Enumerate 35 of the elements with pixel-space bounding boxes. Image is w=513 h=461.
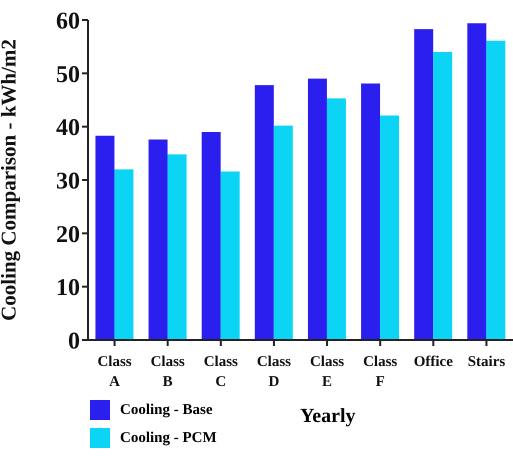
y-tick-label: 50 [56, 62, 80, 88]
bar [380, 115, 400, 340]
y-tick-label: 60 [56, 8, 80, 35]
bar [220, 171, 240, 340]
bar [414, 29, 434, 340]
bar [361, 83, 380, 340]
legend-label: Cooling - PCM [120, 430, 217, 446]
y-tick-label: 40 [56, 115, 80, 142]
x-tick-label: Class D [256, 354, 292, 390]
legend-label: Cooling - Base [120, 402, 213, 418]
x-axis-title: Yearly [300, 405, 356, 428]
x-tick-label: Class A [97, 354, 132, 390]
bar [114, 169, 134, 340]
bar [433, 52, 452, 340]
y-axis-title: Cooling Comparison - kWh/m2 [0, 39, 20, 321]
bar [274, 126, 293, 340]
x-tick-label: Class E [310, 354, 344, 390]
bar [486, 40, 506, 340]
bar [308, 78, 327, 340]
x-tick-label: Class B [150, 354, 185, 390]
y-tick-label: 0 [68, 328, 80, 355]
y-tick-label: 20 [56, 222, 80, 248]
x-tick-label: Class F [363, 354, 398, 390]
bar [95, 136, 114, 340]
y-tick-label: 30 [56, 168, 80, 195]
bar [168, 154, 187, 340]
bar [467, 23, 486, 340]
y-tick-label: 10 [56, 275, 80, 302]
x-tick-label: Class C [204, 354, 238, 390]
bar [254, 85, 274, 340]
bar [326, 98, 346, 340]
x-tick-label: Office [414, 354, 454, 370]
bar [148, 139, 168, 340]
x-tick-label: Stairs [468, 354, 506, 370]
bar [202, 132, 221, 340]
